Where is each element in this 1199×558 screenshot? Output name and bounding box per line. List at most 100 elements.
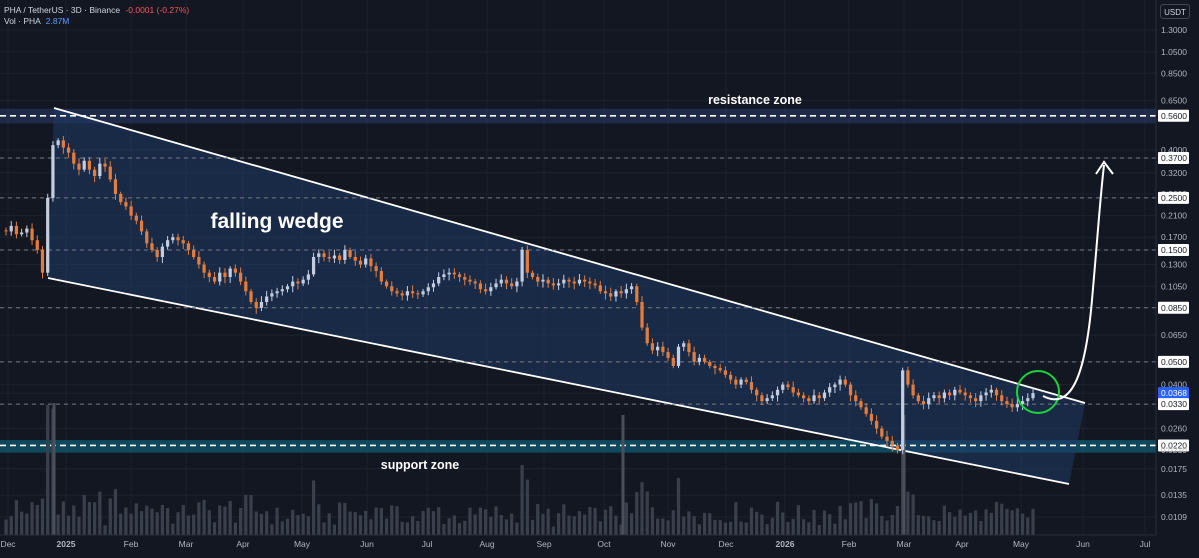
time-tick-label: Sep: [536, 539, 551, 549]
resistance-zone-band: [0, 108, 1156, 124]
volume-bar: [317, 504, 321, 535]
volume-bar: [186, 515, 191, 535]
candle-body: [494, 283, 498, 288]
level-price-label: 0.0850: [1161, 303, 1187, 313]
candle-body: [937, 395, 941, 399]
volume-bar: [473, 514, 477, 535]
volume-bar: [869, 499, 874, 535]
volume-bar: [103, 525, 107, 535]
candle-body: [353, 256, 357, 261]
volume-bar: [192, 514, 196, 535]
candle-body: [1031, 393, 1035, 399]
candle-body: [530, 272, 535, 278]
volume-bar: [35, 504, 39, 535]
volume-spike: [52, 403, 56, 535]
volume-bar: [802, 519, 806, 535]
candle-body: [285, 286, 290, 290]
candle-body: [442, 274, 446, 278]
price-axis[interactable]: 1.3000 1.0500 0.8500 0.6500 0.5600 0.40000.37…: [1155, 0, 1199, 553]
candle-body: [400, 293, 404, 296]
candle-body: [536, 277, 540, 282]
volume-bar: [822, 510, 827, 535]
volume-bar: [30, 502, 34, 535]
volume-bar: [108, 498, 112, 535]
candle-body: [150, 243, 154, 250]
volume-bar: [93, 502, 97, 535]
volume-bar: [609, 506, 613, 535]
volume-bar: [885, 520, 889, 535]
volume-bar: [259, 513, 264, 535]
candle-body: [932, 395, 936, 399]
candle-body: [671, 357, 675, 367]
candle-body: [974, 398, 978, 402]
candle-body: [483, 289, 488, 292]
candle-body: [14, 225, 19, 235]
volume-bar: [61, 501, 65, 535]
volume-bar: [306, 516, 310, 535]
candle-body: [713, 366, 717, 369]
volume-bar: [202, 499, 206, 535]
volume-bar: [541, 513, 545, 535]
candle-body: [207, 272, 211, 278]
volume-bar: [171, 523, 175, 535]
level-price-tag: [1158, 109, 1189, 122]
time-axis[interactable]: Dec 2025 Feb Mar Apr May Jun Jul Aug Sep Oct Nov Dec…: [0, 534, 1156, 549]
level-price-tag: [1158, 439, 1189, 452]
volume-bar: [666, 520, 670, 535]
volume-bar: [207, 510, 211, 535]
candle-body: [171, 237, 175, 241]
candle-body: [218, 272, 222, 282]
candle-body: [478, 283, 483, 290]
candle-body: [228, 268, 232, 278]
volume-bar: [280, 521, 284, 535]
volume-bar: [708, 513, 712, 535]
volume-bar: [812, 510, 816, 535]
volume-bar: [421, 511, 425, 535]
volume-bar: [755, 511, 759, 535]
candle-body: [843, 379, 847, 385]
volume-bar: [859, 501, 863, 535]
volume-bar: [291, 509, 295, 535]
volume-bar: [525, 479, 529, 535]
volume-bar: [770, 517, 774, 535]
price-tick-label: 0.0175: [1161, 464, 1187, 474]
volume-bar: [963, 515, 967, 535]
candle-body: [984, 392, 988, 396]
candlestick-series: [4, 135, 1035, 455]
volume-bar: [72, 505, 76, 535]
support-zone-label: support zone: [381, 458, 460, 472]
candle-body: [828, 387, 832, 393]
volume-bar: [395, 506, 399, 535]
candle-body: [358, 260, 363, 265]
volume-bar: [593, 507, 597, 535]
price-tick-label: 0.1050: [1161, 281, 1187, 291]
volume-bar: [968, 512, 973, 535]
time-tick-label: Feb: [842, 539, 857, 549]
candle-body: [562, 279, 566, 284]
volume-bar: [504, 519, 509, 535]
currency-button[interactable]: USDT: [1160, 4, 1190, 19]
volume-label[interactable]: Vol · PHA: [4, 16, 41, 26]
symbol-title[interactable]: PHA / TetherUS · 3D · Binance: [4, 5, 121, 15]
candle-body: [781, 384, 785, 390]
candle-body: [40, 249, 45, 273]
candle-body: [515, 281, 519, 287]
candle-body: [656, 346, 660, 351]
volume-bar: [265, 511, 269, 535]
candle-body: [901, 370, 905, 451]
candle-body: [708, 361, 712, 367]
volume-bar: [838, 505, 842, 535]
time-tick-label: Jun: [1076, 539, 1090, 549]
volume-bar: [1000, 503, 1004, 535]
volume-bar: [1020, 513, 1025, 535]
volume-bar: [197, 502, 201, 535]
candle-body: [327, 256, 331, 259]
volume-bar: [87, 502, 92, 535]
candle-body: [275, 291, 279, 294]
candle-body: [212, 277, 217, 282]
volume-bar: [374, 507, 378, 535]
volume-bar: [958, 509, 962, 535]
volume-bar: [692, 516, 696, 535]
